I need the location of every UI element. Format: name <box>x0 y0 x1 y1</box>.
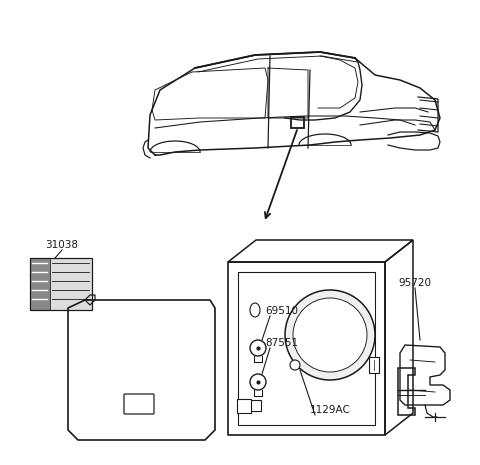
FancyBboxPatch shape <box>30 258 50 310</box>
FancyBboxPatch shape <box>369 357 379 373</box>
Text: 69510: 69510 <box>265 306 298 316</box>
Circle shape <box>293 298 367 372</box>
FancyBboxPatch shape <box>237 399 251 413</box>
Text: 87551: 87551 <box>265 338 298 348</box>
Text: 1129AC: 1129AC <box>310 405 351 415</box>
Circle shape <box>250 374 266 390</box>
FancyBboxPatch shape <box>245 399 261 411</box>
Text: 95720: 95720 <box>398 278 431 288</box>
Ellipse shape <box>250 303 260 317</box>
Bar <box>50 258 92 310</box>
Circle shape <box>250 340 266 356</box>
Text: 31038: 31038 <box>45 240 78 250</box>
Bar <box>30 258 92 310</box>
Circle shape <box>290 360 300 370</box>
FancyBboxPatch shape <box>124 394 154 414</box>
Circle shape <box>285 290 375 380</box>
FancyBboxPatch shape <box>290 118 303 128</box>
